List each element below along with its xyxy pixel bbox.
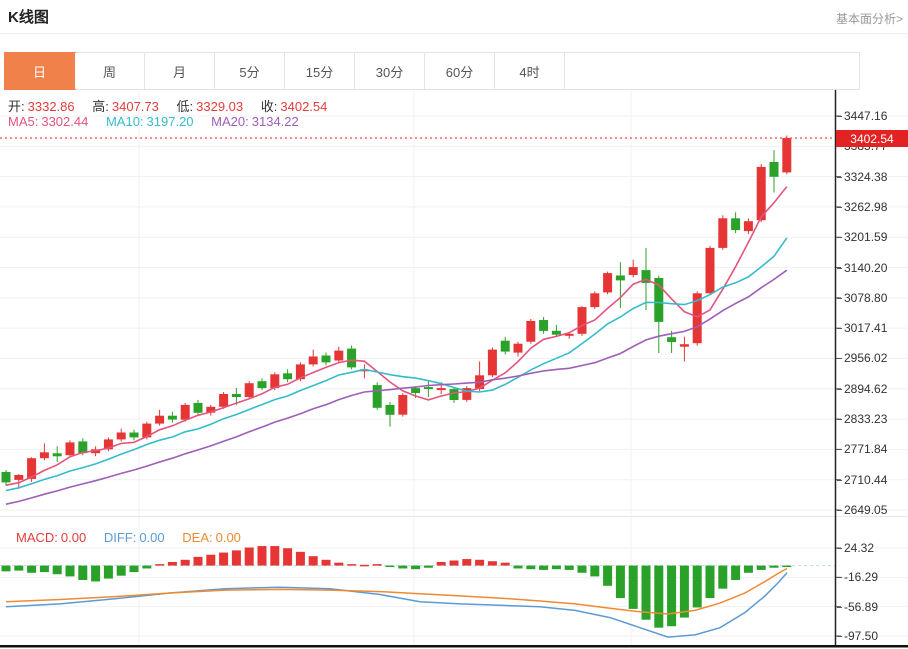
open-label: 开: [8,99,25,114]
diff-label: DIFF: [103,530,137,545]
low-label: 低: [176,99,194,114]
high-value: 3407.73 [111,99,159,114]
price-axis-label: 3078.80 [836,290,888,305]
fundamental-analysis-link[interactable]: 基本面分析> [835,12,903,26]
macd-axis-label: -97.50 [836,629,879,643]
macd-axis-label: -56.89 [836,599,879,614]
tab-5min[interactable]: 5分 [215,53,285,89]
ma20-label: MA20: [211,114,249,129]
price-axis-label: 3140.20 [836,260,888,275]
open-value: 3332.86 [27,99,75,114]
ma20-pair: MA20: 3134.22 [211,114,299,129]
ma10-pair: MA10: 3197.20 [106,114,194,129]
tab-15min[interactable]: 15分 [285,53,355,89]
ma5-label: MA5: [8,114,39,129]
close-label: 收: [260,99,278,114]
ma-info-row: MA5: 3302.44 MA10: 3197.20 MA20: 3134.22 [8,114,313,129]
price-axis-label: 2956.02 [836,351,888,366]
macd-label: MACD: [16,530,58,545]
price-axis-label: 2649.05 [836,503,888,517]
price-axis-label: 3447.16 [836,109,888,123]
ma10-value: 3197.20 [146,114,194,129]
dea-pair: DEA: 0.00 [182,530,241,545]
low-value: 3329.03 [196,99,244,114]
dea-label: DEA: [182,530,213,545]
close-value: 3402.54 [280,99,328,114]
low-pair: 低: 3329.03 [177,99,244,114]
page-title: K线图 [8,9,49,26]
tab-4hour[interactable]: 4时 [495,53,565,89]
price-axis-label: 2771.84 [836,442,888,457]
macd-axis-label: 24.32 [836,541,875,555]
period-tabs: 日周月 5分 15分 30分 60分 4时 [4,52,860,90]
price-axis-label: 3201.59 [836,230,888,245]
price-axis-label: 3324.38 [836,169,888,184]
diff-value: 0.00 [139,530,165,545]
price-axis-label: 3017.41 [836,321,888,336]
close-pair: 收: 3402.54 [261,99,328,114]
macd-value: 0.00 [60,530,87,545]
tab-30min[interactable]: 30分 [355,53,425,89]
open-pair: 开: 3332.86 [8,99,75,114]
high-pair: 高: 3407.73 [92,99,159,114]
ma20-value: 3134.22 [251,114,299,129]
price-axis-label: 3262.98 [836,199,888,214]
tab-day[interactable]: 日 [4,52,76,90]
tab-week[interactable]: 周 [75,53,145,89]
ohlc-info-row: 开: 3332.86 高: 3407.73 低: 3329.03 收: 3402.54 [8,96,341,115]
ma5-pair: MA5: 3302.44 [8,114,88,129]
high-label: 高: [92,99,109,114]
price-axis-label: 2894.62 [836,381,888,396]
price-axis-label: 2710.44 [836,472,888,487]
macd-axis-label: -16.29 [836,570,879,585]
ma10-label: MA10: [105,114,144,129]
macd-pair: MACD: 0.00 [16,530,86,545]
tab-60min[interactable]: 60分 [425,53,495,89]
diff-pair: DIFF: 0.00 [104,530,165,545]
ma5-value: 3302.44 [41,114,89,129]
macd-info-row: MACD: 0.00 DIFF: 0.00 DEA: 0.00 [16,530,255,545]
tab-month[interactable]: 月 [145,53,215,89]
last-price-tag: 3402.54 [836,130,908,147]
dea-value: 0.00 [215,530,241,545]
price-axis-label: 2833.23 [836,412,888,427]
